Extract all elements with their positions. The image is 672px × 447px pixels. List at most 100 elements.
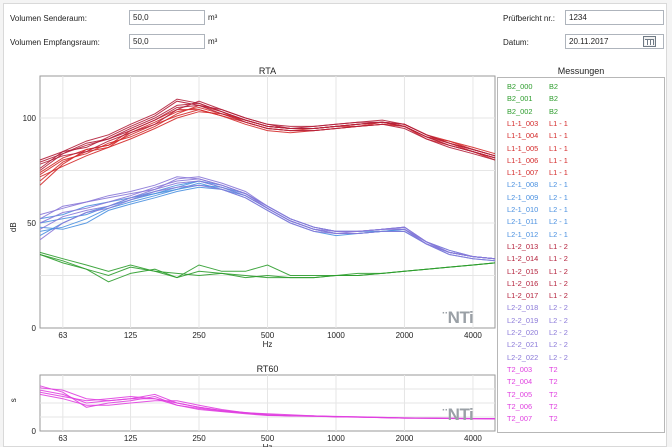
measurements-title: Messungen <box>557 66 605 76</box>
measurement-group: L2 - 1 <box>549 180 568 190</box>
measurement-item[interactable]: L1-2_016 L1 - 2 <box>507 279 568 289</box>
measurement-item[interactable]: L2-1_010 L2 - 1 <box>507 205 568 215</box>
series-line <box>39 104 496 163</box>
measurement-item[interactable]: L1-2_013 L1 - 2 <box>507 242 568 252</box>
y-tick-label: 100 <box>23 114 37 123</box>
measurement-name: L2-2_018 <box>507 303 539 313</box>
measurement-name: L1-2_013 <box>507 241 539 251</box>
measurement-item[interactable]: L2-1_011 L2 - 1 <box>507 217 568 227</box>
measurement-name: T2_003 <box>507 364 533 374</box>
measurement-group: L1 - 2 <box>549 254 568 264</box>
measurement-item[interactable]: T2_003 T2 <box>507 365 558 375</box>
measurement-name: L2-1_011 <box>507 217 538 227</box>
vol-recv-label: Volumen Empfangsraum: <box>10 38 100 47</box>
y-tick-label: 50 <box>27 219 36 228</box>
measurement-group: L1 - 1 <box>549 131 568 141</box>
rta-title: RTA <box>258 66 277 76</box>
measurement-item[interactable]: L1-2_014 L1 - 2 <box>507 254 568 264</box>
measurement-item[interactable]: L2-1_008 L2 - 1 <box>507 180 568 190</box>
measurements-list[interactable]: B2_000 B2 B2_001 B2 B2_002 B2 L1-1_003 L1 - 1 L1… <box>497 77 665 433</box>
measurement-group: L2 - 1 <box>549 205 568 214</box>
measurement-item[interactable]: L1-2_015 L1 - 2 <box>507 267 568 277</box>
measurement-group: L2 - 2 <box>549 352 568 362</box>
measurement-name: B2_001 <box>507 94 533 104</box>
vol-recv-input[interactable]: 50,0 <box>129 34 205 49</box>
measurement-group: T2 <box>549 401 558 411</box>
measurement-item[interactable]: B2_000 B2 <box>507 82 558 92</box>
measurement-item[interactable]: T2_005 T2 <box>507 390 558 400</box>
nti-logo-rt60: ··NTi <box>442 405 474 424</box>
nti-logo-rta: ··NTi <box>442 308 474 327</box>
series-line <box>39 100 496 161</box>
measurement-group: L1 - 1 <box>549 155 568 165</box>
x-tick-label: 4000 <box>464 331 482 340</box>
date-input[interactable]: 20.11.2017 <box>565 34 664 49</box>
measurement-item[interactable]: L2-1_009 L2 - 1 <box>507 193 568 203</box>
measurement-group: L1 - 2 <box>549 266 568 276</box>
measurement-name: L1-1_003 <box>507 118 539 128</box>
measurement-item[interactable]: L2-2_021 L2 - 2 <box>507 340 568 350</box>
series-line <box>39 98 496 169</box>
measurement-item[interactable]: B2_001 B2 <box>507 94 558 104</box>
measurement-name: L1-1_005 <box>507 143 539 153</box>
vol-send-input[interactable]: 50,0 <box>129 10 205 25</box>
calendar-icon[interactable] <box>643 36 656 47</box>
measurement-item[interactable]: L1-2_017 L1 - 2 <box>507 291 568 301</box>
series-line <box>39 387 496 420</box>
measurement-item[interactable]: L2-2_019 L2 - 2 <box>507 316 568 326</box>
x-tick-label: 250 <box>192 434 206 443</box>
x-tick-label: 2000 <box>396 331 414 340</box>
series-line <box>39 184 496 262</box>
measurement-name: T2_005 <box>507 389 533 399</box>
measurement-item[interactable]: L1-1_004 L1 - 1 <box>507 131 568 141</box>
measurement-name: L2-1_009 <box>507 192 539 202</box>
measurement-group: B2 <box>549 94 559 104</box>
measurement-item[interactable]: T2_007 T2 <box>507 414 558 424</box>
x-tick-label: 125 <box>124 331 138 340</box>
measurement-group: T2 <box>549 364 558 374</box>
y-tick-label: 0 <box>32 427 37 436</box>
measurement-item[interactable]: L2-2_018 L2 - 2 <box>507 303 568 313</box>
measurement-name: L1-2_017 <box>507 291 539 301</box>
x-tick-label: 500 <box>261 331 275 340</box>
measurement-item[interactable]: L1-1_003 L1 - 1 <box>507 119 568 129</box>
x-tick-label: 63 <box>58 434 67 443</box>
measurement-group: L1 - 2 <box>549 291 568 301</box>
y-tick-label: 0 <box>32 324 37 333</box>
measurement-name: L2-2_021 <box>507 340 539 350</box>
measurement-group: T2 <box>549 414 558 424</box>
measurement-item[interactable]: L2-2_022 L2 - 2 <box>507 353 568 363</box>
measurement-group: L1 - 1 <box>549 143 568 153</box>
measurement-name: L1-2_014 <box>507 254 539 264</box>
measurement-item[interactable]: T2_004 T2 <box>507 377 558 387</box>
measurement-name: B2_002 <box>507 106 533 116</box>
measurement-name: L1-1_007 <box>507 168 539 178</box>
measurement-item[interactable]: L2-1_012 L2 - 1 <box>507 230 568 240</box>
date-label: Datum: <box>503 38 529 47</box>
measurement-group: L2 - 2 <box>549 328 568 337</box>
measurement-group: T2 <box>549 377 558 387</box>
measurement-name: L2-1_008 <box>507 180 539 190</box>
nti-logo-text-2: NTi <box>447 405 474 424</box>
x-tick-label: 63 <box>58 331 67 340</box>
measurement-item[interactable]: L2-2_020 L2 - 2 <box>507 328 568 338</box>
measurement-group: L2 - 2 <box>549 315 568 325</box>
measurement-item[interactable]: T2_006 T2 <box>507 402 558 412</box>
report-input[interactable]: 1234 <box>565 10 664 25</box>
measurement-item[interactable]: L1-1_005 L1 - 1 <box>507 144 568 154</box>
measurement-group: L2 - 1 <box>549 217 568 227</box>
measurement-item[interactable]: L1-1_006 L1 - 1 <box>507 156 568 166</box>
measurement-item[interactable]: B2_002 B2 <box>507 107 558 117</box>
vol-send-label: Volumen Senderaum: <box>10 14 87 23</box>
x-tick-label: 2000 <box>396 434 414 443</box>
x-tick-label: 1000 <box>327 434 345 443</box>
x-tick-label: 250 <box>192 331 206 340</box>
measurement-group: L2 - 1 <box>549 229 568 239</box>
series-line <box>39 254 496 283</box>
measurement-item[interactable]: L1-1_007 L1 - 1 <box>507 168 568 178</box>
measurement-name: T2_004 <box>507 377 533 387</box>
measurement-group: L2 - 2 <box>549 340 568 350</box>
measurement-group: L1 - 1 <box>549 168 568 178</box>
measurement-group: L1 - 2 <box>549 241 568 251</box>
